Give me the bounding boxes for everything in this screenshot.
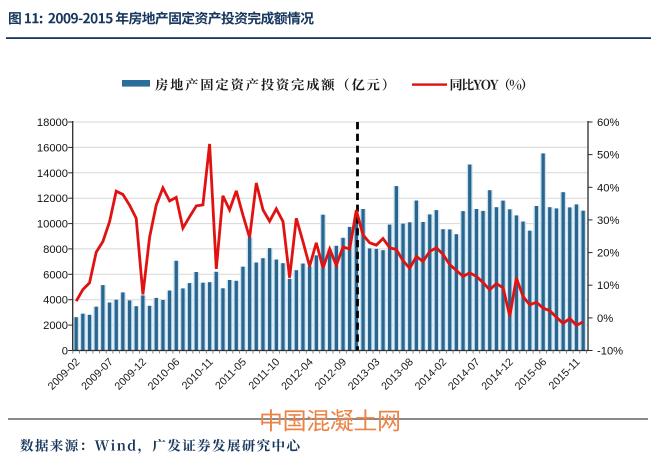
svg-text:12000: 12000 (37, 193, 68, 205)
svg-text:2000: 2000 (43, 320, 68, 332)
svg-text:14000: 14000 (37, 168, 68, 180)
svg-text:10000: 10000 (37, 219, 68, 231)
svg-text:0%: 0% (597, 313, 613, 325)
svg-text:6000: 6000 (43, 269, 68, 281)
svg-text:16000: 16000 (37, 142, 68, 154)
svg-text:-10%: -10% (597, 346, 623, 358)
svg-text:4000: 4000 (43, 295, 68, 307)
svg-text:40%: 40% (597, 182, 619, 194)
svg-text:18000: 18000 (37, 117, 68, 129)
svg-text:10%: 10% (597, 280, 619, 292)
svg-text:30%: 30% (597, 215, 619, 227)
svg-text:0: 0 (62, 346, 68, 358)
svg-text:20%: 20% (597, 248, 619, 260)
svg-text:60%: 60% (597, 117, 619, 129)
svg-text:50%: 50% (597, 150, 619, 162)
svg-text:8000: 8000 (43, 244, 68, 256)
